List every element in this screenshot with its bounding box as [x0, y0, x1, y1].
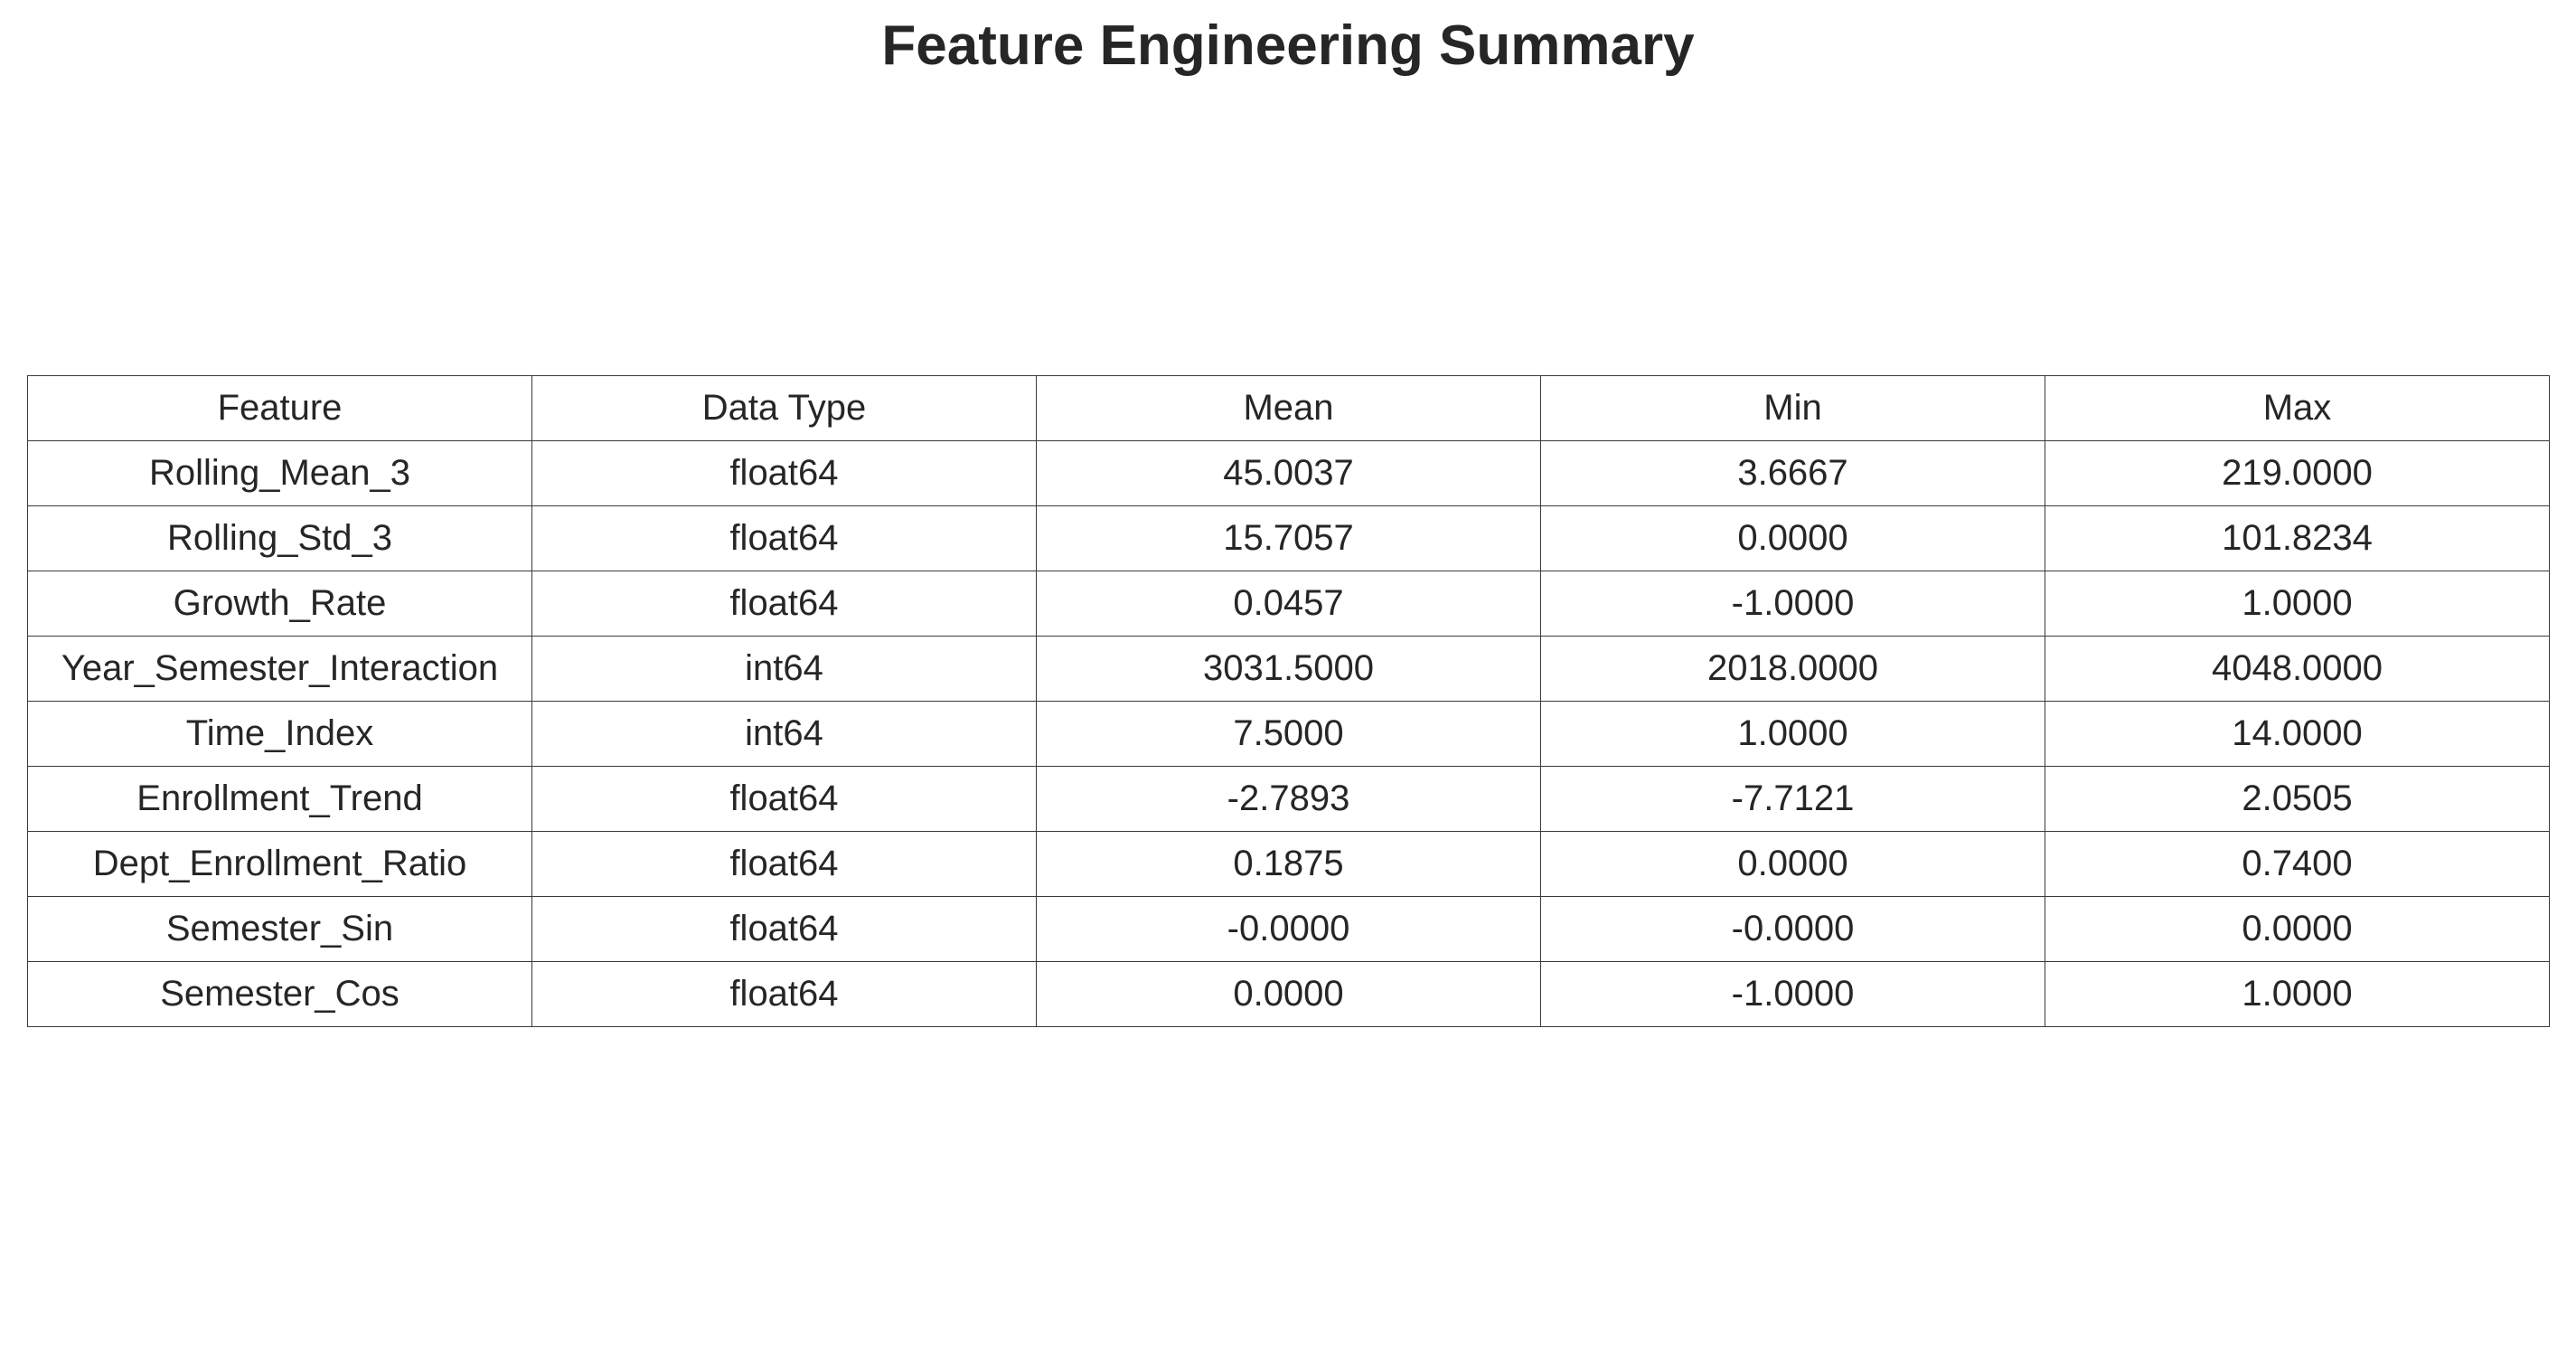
cell-min: -1.0000: [1540, 571, 2045, 637]
cell-mean: -0.0000: [1036, 896, 1541, 962]
cell-mean: 15.7057: [1036, 505, 1541, 571]
cell-max: 2.0505: [2045, 766, 2550, 832]
table-row: Dept_Enrollment_Ratio float64 0.1875 0.0…: [27, 831, 2550, 897]
chart-title: Feature Engineering Summary: [881, 14, 1695, 77]
cell-mean: 3031.5000: [1036, 636, 1541, 702]
table-row: Year_Semester_Interaction int64 3031.500…: [27, 636, 2550, 702]
cell-max: 14.0000: [2045, 701, 2550, 767]
cell-mean: -2.7893: [1036, 766, 1541, 832]
cell-min: 1.0000: [1540, 701, 2045, 767]
cell-min: 3.6667: [1540, 440, 2045, 506]
cell-data-type: float64: [531, 766, 1037, 832]
table-row: Growth_Rate float64 0.0457 -1.0000 1.000…: [27, 571, 2550, 637]
column-header-feature: Feature: [27, 375, 532, 441]
cell-max: 0.7400: [2045, 831, 2550, 897]
cell-feature: Rolling_Std_3: [27, 505, 532, 571]
cell-mean: 0.1875: [1036, 831, 1541, 897]
cell-data-type: float64: [531, 571, 1037, 637]
cell-data-type: float64: [531, 440, 1037, 506]
cell-feature: Year_Semester_Interaction: [27, 636, 532, 702]
cell-max: 4048.0000: [2045, 636, 2550, 702]
table-row: Time_Index int64 7.5000 1.0000 14.0000: [27, 701, 2550, 767]
cell-data-type: float64: [531, 896, 1037, 962]
column-header-max: Max: [2045, 375, 2550, 441]
cell-min: -1.0000: [1540, 961, 2045, 1027]
cell-data-type: float64: [531, 961, 1037, 1027]
cell-mean: 0.0000: [1036, 961, 1541, 1027]
cell-feature: Semester_Sin: [27, 896, 532, 962]
cell-min: -0.0000: [1540, 896, 2045, 962]
cell-min: -7.7121: [1540, 766, 2045, 832]
cell-mean: 0.0457: [1036, 571, 1541, 637]
cell-data-type: int64: [531, 636, 1037, 702]
cell-data-type: int64: [531, 701, 1037, 767]
cell-data-type: float64: [531, 505, 1037, 571]
column-header-min: Min: [1540, 375, 2045, 441]
cell-max: 219.0000: [2045, 440, 2550, 506]
cell-feature: Dept_Enrollment_Ratio: [27, 831, 532, 897]
cell-max: 101.8234: [2045, 505, 2550, 571]
table-header-row: Feature Data Type Mean Min Max: [27, 375, 2550, 441]
feature-summary-table: Feature Data Type Mean Min Max Rolling_M…: [27, 375, 2550, 1027]
cell-max: 1.0000: [2045, 571, 2550, 637]
cell-min: 0.0000: [1540, 831, 2045, 897]
cell-mean: 7.5000: [1036, 701, 1541, 767]
cell-feature: Semester_Cos: [27, 961, 532, 1027]
cell-feature: Rolling_Mean_3: [27, 440, 532, 506]
cell-max: 0.0000: [2045, 896, 2550, 962]
cell-feature: Enrollment_Trend: [27, 766, 532, 832]
cell-feature: Growth_Rate: [27, 571, 532, 637]
table-row: Rolling_Std_3 float64 15.7057 0.0000 101…: [27, 505, 2550, 571]
cell-max: 1.0000: [2045, 961, 2550, 1027]
cell-mean: 45.0037: [1036, 440, 1541, 506]
table-row: Enrollment_Trend float64 -2.7893 -7.7121…: [27, 766, 2550, 832]
column-header-mean: Mean: [1036, 375, 1541, 441]
table-row: Rolling_Mean_3 float64 45.0037 3.6667 21…: [27, 440, 2550, 506]
table-row: Semester_Sin float64 -0.0000 -0.0000 0.0…: [27, 896, 2550, 962]
cell-min: 2018.0000: [1540, 636, 2045, 702]
cell-feature: Time_Index: [27, 701, 532, 767]
cell-min: 0.0000: [1540, 505, 2045, 571]
cell-data-type: float64: [531, 831, 1037, 897]
table-row: Semester_Cos float64 0.0000 -1.0000 1.00…: [27, 961, 2550, 1027]
column-header-data-type: Data Type: [531, 375, 1037, 441]
